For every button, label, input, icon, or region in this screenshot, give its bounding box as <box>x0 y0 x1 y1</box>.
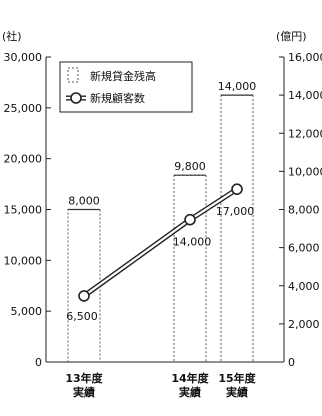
right-tick-label-7: 14,000 <box>288 89 322 102</box>
right-tick-label-1: 2,000 <box>288 318 320 331</box>
right-tick-label-4: 8,000 <box>288 204 320 217</box>
line-value-label-2: 14,000 <box>173 236 212 249</box>
category-label-2-line-2: 実績 <box>179 385 201 399</box>
right-tick-label-6: 12,000 <box>288 127 322 140</box>
category-label-3-line-2: 実績 <box>226 385 248 399</box>
legend-line-marker <box>70 92 82 104</box>
line-point-3 <box>231 183 243 195</box>
category-label-2-line-1: 14年度 <box>171 371 209 385</box>
left-axis-unit-label: (社) <box>2 29 22 43</box>
left-tick-label-1: 5,000 <box>11 305 43 318</box>
bar-value-label-2: 9,800 <box>174 160 206 173</box>
right-tick-label-2: 4,000 <box>288 280 320 293</box>
line-group <box>78 183 243 302</box>
line-point-2 <box>184 213 196 226</box>
category-label-3-line-1: 15年度 <box>218 371 256 385</box>
left-tick-label-5: 25,000 <box>4 102 43 115</box>
legend-label-bars: 新規貸金残高 <box>90 69 156 83</box>
right-tick-label-0: 0 <box>288 356 295 369</box>
right-tick-label-8: 16,000 <box>288 51 322 64</box>
category-label-1-line-1: 13年度 <box>65 371 103 385</box>
legend-box <box>59 61 193 113</box>
bar-value-label-3: 14,000 <box>218 80 257 93</box>
line-value-label-1: 6,500 <box>66 310 98 323</box>
line-value-label-3: 17,000 <box>216 205 255 218</box>
legend-label-line: 新規顧客数 <box>90 91 145 105</box>
category-label-1-line-2: 実績 <box>73 385 95 399</box>
left-tick-label-4: 20,000 <box>4 153 43 166</box>
bar-2 <box>173 174 207 363</box>
bars-group <box>67 94 254 363</box>
left-tick-label-2: 10,000 <box>4 254 43 267</box>
bar-value-label-1: 8,000 <box>68 195 100 208</box>
left-tick-label-0: 0 <box>35 356 42 369</box>
axes-group: 0 5,000 10,000 15,000 20,000 25,000 30,000 0 2,0… <box>2 29 322 399</box>
right-axis-unit-label: (億円) <box>276 30 307 43</box>
left-tick-label-3: 15,000 <box>4 204 43 217</box>
left-tick-label-6: 30,000 <box>4 51 43 64</box>
labels-group: 8,000 9,800 14,000 6,500 14,000 17,000 <box>66 80 256 323</box>
right-tick-label-5: 10,000 <box>288 165 322 178</box>
line-point-1 <box>78 290 90 302</box>
right-tick-label-3: 6,000 <box>288 242 320 255</box>
bar-3 <box>220 94 254 363</box>
legend-bar-swatch <box>67 67 79 83</box>
